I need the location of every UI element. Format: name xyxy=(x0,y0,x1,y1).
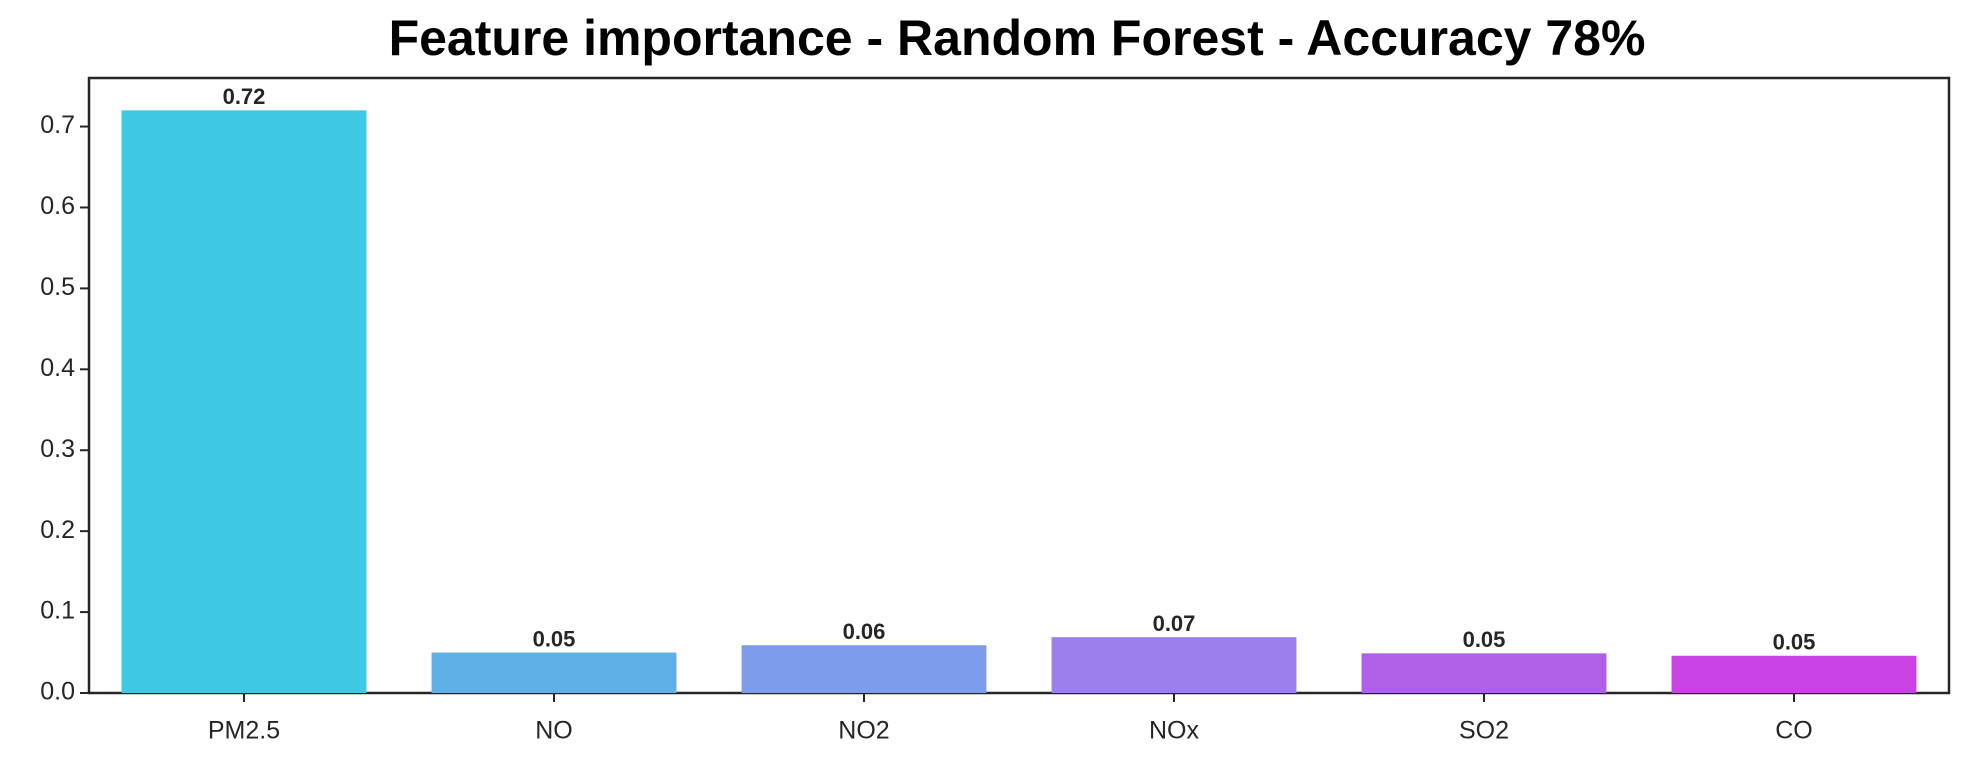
axes-frame xyxy=(87,76,1951,695)
chart-title: Feature importance - Random Forest - Acc… xyxy=(389,10,1646,66)
bar xyxy=(121,110,367,694)
bar xyxy=(1671,655,1917,693)
x-tick-label: SO2 xyxy=(1459,717,1509,745)
y-tick-label: 0.2 xyxy=(40,516,75,544)
x-tick-label: NO2 xyxy=(838,717,889,745)
bar xyxy=(1051,637,1297,693)
x-tick-label: PM2.5 xyxy=(208,717,280,745)
bar xyxy=(431,652,677,693)
y-tick-label: 0.7 xyxy=(40,111,75,139)
value-label: 0.07 xyxy=(1153,611,1196,636)
y-tick-label: 0.3 xyxy=(40,435,75,463)
y-tick-label: 0.1 xyxy=(40,597,75,625)
x-tick-label: NO xyxy=(535,717,573,745)
x-tick-label: CO xyxy=(1775,717,1813,745)
value-label: 0.05 xyxy=(1463,627,1506,652)
y-tick-label: 0.5 xyxy=(40,273,75,301)
value-label: 0.05 xyxy=(533,626,576,651)
value-label: 0.05 xyxy=(1773,630,1816,655)
value-label: 0.72 xyxy=(223,84,266,109)
y-tick-label: 0.0 xyxy=(40,678,75,706)
x-tick-label: NOx xyxy=(1149,717,1200,745)
bar xyxy=(1361,653,1607,693)
value-label: 0.06 xyxy=(843,619,886,644)
bar xyxy=(741,645,987,693)
y-tick-label: 0.6 xyxy=(40,192,75,220)
y-tick-label: 0.4 xyxy=(40,354,75,382)
